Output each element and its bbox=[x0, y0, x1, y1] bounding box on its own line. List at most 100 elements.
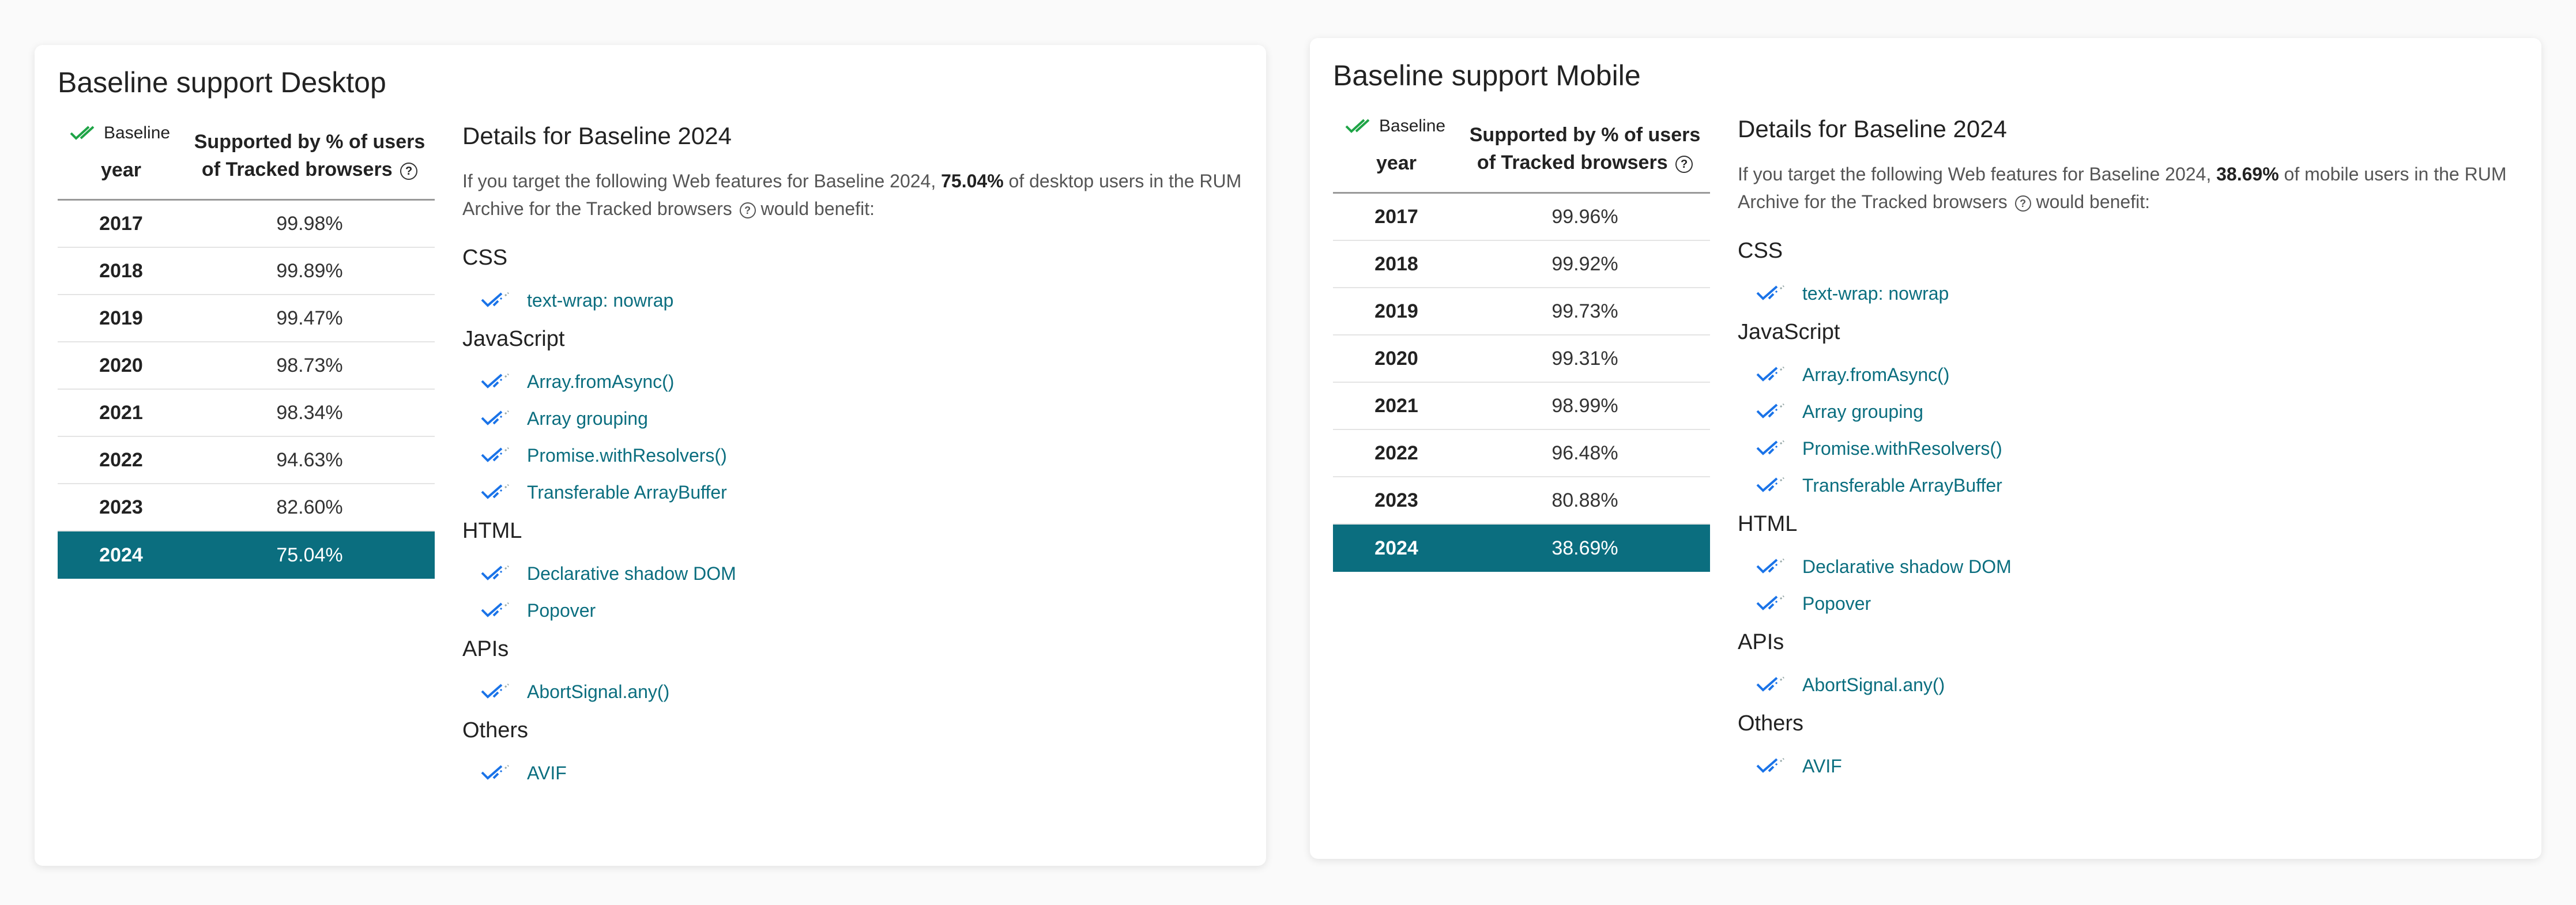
group-title: JavaScript bbox=[1738, 320, 1840, 344]
table-row-2018[interactable]: 2018 99.89% bbox=[58, 248, 435, 295]
feature-link[interactable]: text-wrap: nowrap bbox=[1738, 275, 2522, 312]
group-title: Others bbox=[1738, 711, 1804, 736]
details-description: If you target the following Web features… bbox=[462, 171, 1242, 219]
details-title: Details for Baseline 2024 bbox=[1738, 115, 2007, 142]
baseline-check-icon bbox=[1345, 119, 1370, 133]
table-row-2020[interactable]: 2020 98.73% bbox=[58, 342, 435, 390]
percentage-cell: 99.98% bbox=[276, 212, 343, 235]
group-title: JavaScript bbox=[462, 327, 565, 351]
table-row-2017[interactable]: 2017 99.98% bbox=[58, 201, 435, 248]
year-cell: 2018 bbox=[99, 259, 143, 282]
table-row-2022[interactable]: 2022 96.48% bbox=[1333, 430, 1710, 477]
feature-link[interactable]: text-wrap: nowrap bbox=[462, 282, 1246, 319]
feature-label[interactable]: text-wrap: nowrap bbox=[1802, 282, 1949, 304]
feature-label[interactable]: AbortSignal.any() bbox=[1802, 674, 1945, 695]
percentage-cell: 94.63% bbox=[276, 448, 343, 471]
year-cell: 2020 bbox=[99, 354, 143, 376]
table-row-2022[interactable]: 2022 94.63% bbox=[58, 437, 435, 484]
feature-label[interactable]: Transferable ArrayBuffer bbox=[527, 481, 727, 503]
table-row-2023[interactable]: 2023 82.60% bbox=[58, 484, 435, 531]
baseline-desktop-card: Baseline support Desktop Baseline year S… bbox=[35, 45, 1266, 866]
table-row-2017[interactable]: 2017 99.96% bbox=[1333, 194, 1710, 241]
feature-label[interactable]: Array.fromAsync() bbox=[1802, 364, 1950, 385]
percentage-cell: 99.73% bbox=[1551, 300, 1618, 322]
feature-link[interactable]: Transferable ArrayBuffer bbox=[1738, 467, 2522, 504]
percentage-cell: 99.96% bbox=[1551, 205, 1618, 228]
pct-column-header: Supported by % of users of Tracked brows… bbox=[1469, 124, 1701, 174]
table-row-2020[interactable]: 2020 99.31% bbox=[1333, 335, 1710, 383]
feature-label[interactable]: Popover bbox=[1802, 593, 1871, 614]
help-circle-icon[interactable]: ? bbox=[739, 202, 756, 218]
feature-label[interactable]: AbortSignal.any() bbox=[527, 681, 670, 702]
details-description: If you target the following Web features… bbox=[1738, 164, 2507, 212]
table-row-2024[interactable]: 2024 75.04% bbox=[58, 531, 435, 579]
baseline-check-icon bbox=[70, 126, 95, 140]
feature-group-css: CSS text-wrap: nowrap bbox=[1738, 239, 2522, 312]
feature-link[interactable]: Promise.withResolvers() bbox=[462, 437, 1246, 474]
year-cell: 2024 bbox=[1374, 537, 1418, 559]
feature-link[interactable]: Array grouping bbox=[1738, 393, 2522, 430]
help-circle-icon[interactable]: ? bbox=[2014, 195, 2031, 212]
group-title: HTML bbox=[462, 519, 522, 543]
feature-label[interactable]: AVIF bbox=[527, 762, 567, 783]
year-cell: 2018 bbox=[1374, 252, 1418, 275]
help-circle-icon[interactable]: ? bbox=[400, 163, 418, 180]
feature-label[interactable]: Declarative shadow DOM bbox=[1802, 556, 2012, 577]
baseline-newly-available-icon bbox=[481, 410, 509, 425]
table-row-2018[interactable]: 2018 99.92% bbox=[1333, 241, 1710, 288]
baseline-label: Baseline bbox=[104, 123, 171, 142]
feature-link[interactable]: Array.fromAsync() bbox=[462, 363, 1246, 400]
percentage-cell: 38.69% bbox=[1551, 537, 1618, 559]
percentage-cell: 99.47% bbox=[276, 307, 343, 329]
feature-label[interactable]: text-wrap: nowrap bbox=[527, 289, 674, 311]
year-cell: 2017 bbox=[1374, 205, 1418, 228]
feature-label[interactable]: Array grouping bbox=[1802, 401, 1923, 422]
table-row-2019[interactable]: 2019 99.73% bbox=[1333, 288, 1710, 335]
baseline-logo: Baseline bbox=[1345, 116, 1445, 136]
table-body: 2017 99.96% 2018 99.92% 2019 99.73% 2020 99.31%… bbox=[1333, 194, 1710, 572]
feature-group-others: Others AVIF bbox=[462, 718, 1246, 791]
percentage-cell: 80.88% bbox=[1551, 489, 1618, 511]
table-row-2021[interactable]: 2021 98.99% bbox=[1333, 383, 1710, 430]
feature-label[interactable]: Declarative shadow DOM bbox=[527, 563, 736, 584]
feature-link[interactable]: AbortSignal.any() bbox=[1738, 666, 2522, 703]
percentage-cell: 82.60% bbox=[276, 496, 343, 518]
feature-link[interactable]: Promise.withResolvers() bbox=[1738, 430, 2522, 467]
feature-link[interactable]: Declarative shadow DOM bbox=[1738, 548, 2522, 585]
baseline-newly-available-icon bbox=[481, 565, 509, 580]
feature-label[interactable]: Promise.withResolvers() bbox=[1802, 438, 2002, 459]
group-title: CSS bbox=[1738, 239, 1783, 263]
table-row-2024[interactable]: 2024 38.69% bbox=[1333, 525, 1710, 572]
feature-label[interactable]: AVIF bbox=[1802, 755, 1842, 776]
table-row-2019[interactable]: 2019 99.47% bbox=[58, 295, 435, 342]
feature-groups: CSS text-wrap: nowrap JavaScript Array.from… bbox=[462, 246, 1246, 791]
year-cell: 2023 bbox=[99, 496, 143, 518]
feature-link[interactable]: Array.fromAsync() bbox=[1738, 356, 2522, 393]
percentage-cell: 99.92% bbox=[1551, 252, 1618, 275]
feature-label[interactable]: Transferable ArrayBuffer bbox=[1802, 474, 2002, 496]
feature-link[interactable]: AVIF bbox=[462, 755, 1246, 791]
year-cell: 2024 bbox=[99, 544, 143, 566]
group-title: APIs bbox=[462, 637, 509, 661]
baseline-year-table: Baseline year Supported by % of users of… bbox=[1333, 112, 1710, 572]
table-header: Baseline year Supported by % of users of… bbox=[1333, 112, 1710, 194]
feature-link[interactable]: Array grouping bbox=[462, 400, 1246, 437]
card-title: Baseline support Desktop bbox=[58, 66, 386, 99]
baseline-newly-available-icon bbox=[1756, 757, 1784, 773]
table-row-2021[interactable]: 2021 98.34% bbox=[58, 390, 435, 437]
baseline-newly-available-icon bbox=[1756, 676, 1784, 692]
feature-label[interactable]: Promise.withResolvers() bbox=[527, 444, 727, 466]
baseline-newly-available-icon bbox=[481, 373, 509, 389]
help-circle-icon[interactable]: ? bbox=[1675, 156, 1693, 173]
feature-label[interactable]: Array grouping bbox=[527, 408, 648, 429]
feature-link[interactable]: Transferable ArrayBuffer bbox=[462, 474, 1246, 511]
feature-link[interactable]: AVIF bbox=[1738, 748, 2522, 785]
feature-label[interactable]: Array.fromAsync() bbox=[527, 371, 675, 392]
feature-link[interactable]: Popover bbox=[462, 592, 1246, 629]
feature-link[interactable]: Declarative shadow DOM bbox=[462, 555, 1246, 592]
feature-link[interactable]: AbortSignal.any() bbox=[462, 673, 1246, 710]
group-title: Others bbox=[462, 718, 529, 742]
feature-label[interactable]: Popover bbox=[527, 599, 596, 621]
table-row-2023[interactable]: 2023 80.88% bbox=[1333, 477, 1710, 525]
feature-link[interactable]: Popover bbox=[1738, 585, 2522, 622]
